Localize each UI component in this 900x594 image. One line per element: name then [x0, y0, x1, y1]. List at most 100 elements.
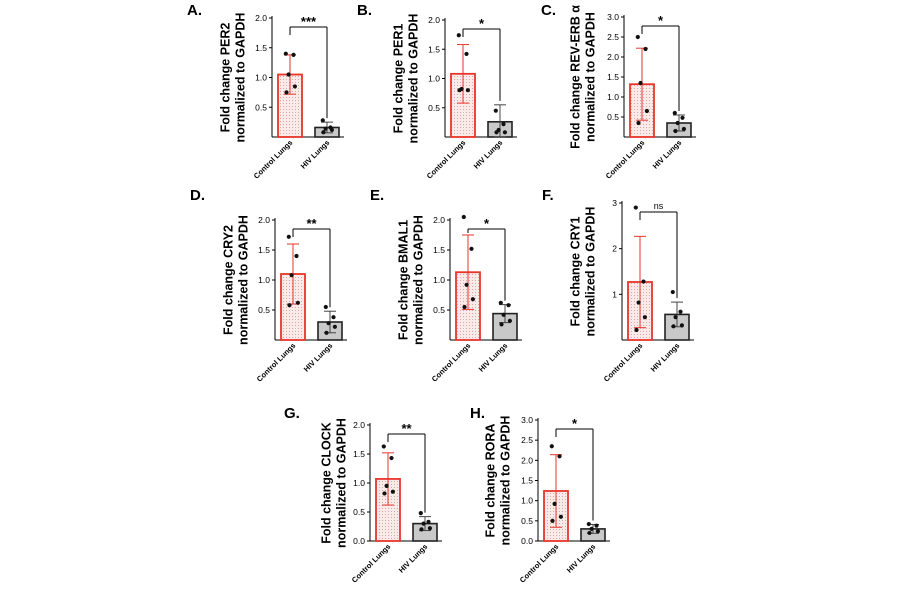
data-point [465, 88, 470, 93]
y-axis-label: Fold change CLOCKnormalized to GAPDH [320, 418, 349, 548]
y-tick-label: 1.0 [607, 92, 619, 102]
data-point [502, 130, 507, 135]
y-tick-label: 0.5 [353, 507, 365, 517]
y-tick-label: 1.5 [428, 44, 440, 54]
y-tick-label: 0.5 [428, 103, 440, 113]
data-point [326, 321, 331, 326]
data-point [678, 309, 683, 314]
data-point [418, 511, 423, 516]
significance-label: * [658, 13, 664, 28]
data-point [670, 289, 675, 295]
data-point [457, 88, 462, 93]
x-label-control-lungs: Control Lungs [255, 341, 298, 384]
data-point [461, 214, 466, 220]
y-tick-label: 2.0 [521, 455, 533, 465]
data-point [634, 327, 639, 333]
data-point [501, 312, 506, 317]
chart-panel-4: D. Fold change CRY2normalized to GAPDH 0.5… [190, 187, 347, 384]
y-tick-label: 0.5 [607, 112, 619, 122]
y-axis-label-line: normalized to GAPDH [584, 207, 598, 337]
data-point [636, 120, 641, 126]
data-point [332, 324, 337, 329]
y-tick-label: 2.0 [255, 13, 267, 23]
data-point [294, 253, 299, 259]
y-tick-label: 1.5 [353, 449, 365, 459]
x-label-control-lungs: Control Lungs [430, 341, 473, 384]
y-tick-label: 0.0 [353, 536, 365, 546]
data-point [557, 454, 562, 459]
data-point [462, 304, 467, 310]
panel-letter: E. [370, 187, 384, 204]
significance-label: * [572, 416, 578, 431]
y-axis-label-line: normalized to GAPDH [234, 13, 248, 143]
data-point [320, 118, 325, 123]
y-axis-label-line: Fold change PER1 [392, 24, 406, 134]
chart-panel-6: F. Fold change CRY1normalized to GAPDH 1 2 3… [542, 187, 694, 384]
y-axis-label: Fold change CRY1normalized to GAPDH [569, 207, 598, 337]
x-label-hiv-lungs: HIV Lungs [651, 138, 684, 171]
y-tick-label: 3 [612, 198, 617, 208]
data-point [329, 127, 334, 132]
data-point [292, 84, 297, 89]
data-point [635, 34, 640, 40]
data-point [671, 324, 676, 329]
data-point [283, 51, 288, 56]
y-tick-label: 3.0 [607, 12, 619, 22]
x-label-control-lungs: Control Lungs [604, 138, 647, 181]
x-label-hiv-lungs: HIV Lungs [649, 341, 682, 374]
chart-panel-5: E. Fold change BMAL1normalized to GAPDH 0.… [370, 187, 522, 384]
data-point [552, 501, 557, 506]
y-axis-label-line: normalized to GAPDH [237, 215, 251, 345]
x-label-hiv-lungs: HIV Lungs [299, 138, 332, 171]
data-point [469, 246, 474, 251]
panel-letter: B. [357, 2, 372, 19]
data-point [644, 108, 650, 114]
data-point [384, 483, 389, 488]
data-point [331, 315, 336, 320]
data-point [286, 234, 291, 239]
y-axis-label: Fold change PER2normalized to GAPDH [219, 13, 248, 143]
data-point [642, 315, 648, 320]
data-point [295, 300, 300, 305]
y-tick-label: 2.0 [433, 215, 445, 225]
significance-label: ns [654, 201, 664, 211]
y-axis-label-line: Fold change BMAL1 [397, 220, 411, 340]
chart-panel-1: A. Fold change PER2normalized to GAPDH 0.5… [187, 2, 344, 181]
y-tick-label: 1.5 [521, 476, 533, 486]
data-point [286, 72, 291, 77]
data-point [427, 526, 432, 531]
data-point [381, 444, 386, 449]
data-point [643, 46, 648, 52]
y-axis-label: Fold change PER1normalized to GAPDH [392, 14, 421, 144]
data-point [464, 282, 469, 287]
y-tick-label: 1.0 [428, 74, 440, 84]
panel-letter: F. [542, 187, 554, 204]
data-point [587, 530, 592, 536]
x-label-control-lungs: Control Lungs [518, 542, 561, 585]
data-point [323, 126, 328, 131]
y-tick-label: 0.5 [255, 102, 267, 112]
data-point [586, 521, 591, 527]
y-axis-label: Fold change RORAnormalized to GAPDH [484, 416, 513, 546]
data-point [549, 444, 554, 449]
data-point [506, 303, 511, 308]
chart-panel-7: G. Fold change CLOCKnormalized to GAPDH 0.… [284, 405, 442, 585]
significance-label: ** [306, 216, 317, 231]
y-axis-label-line: Fold change RORA [484, 424, 498, 538]
data-point [558, 514, 564, 519]
chart-panel-3: C. Fold change REV-ERB αnormalized to GAP… [541, 2, 696, 181]
data-point [672, 110, 677, 116]
y-tick-label: 1.0 [433, 275, 445, 285]
y-tick-label: 2.0 [258, 215, 270, 225]
y-tick-label: 1.0 [521, 496, 533, 506]
y-tick-label: 2.5 [521, 435, 533, 445]
data-point [470, 297, 475, 302]
x-label-control-lungs: Control Lungs [425, 138, 468, 181]
data-point [681, 126, 687, 132]
data-point [287, 303, 292, 308]
y-tick-label: 1.5 [607, 72, 619, 82]
panel-letter: H. [470, 405, 485, 422]
data-point [456, 33, 461, 38]
y-tick-label: 1.0 [258, 275, 270, 285]
data-point [501, 122, 506, 127]
